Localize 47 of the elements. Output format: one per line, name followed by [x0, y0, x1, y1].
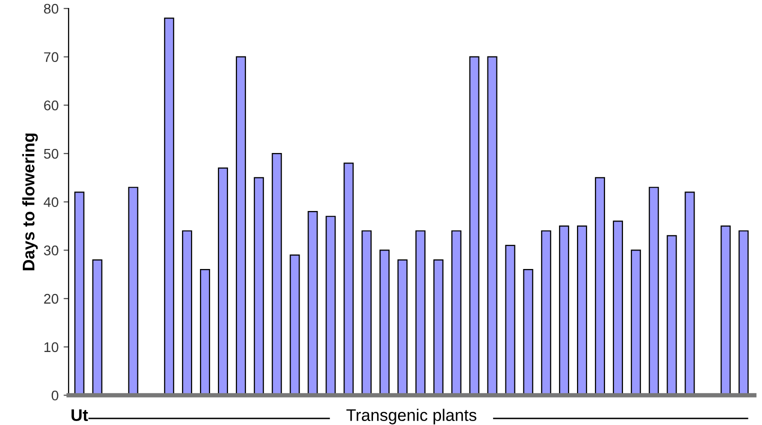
bar: [487, 56, 498, 396]
y-tick-label: 80: [44, 4, 58, 14]
x-tick-label: Ut: [72, 409, 88, 422]
y-tick-label: 10: [44, 342, 58, 352]
bar: [738, 230, 749, 396]
bar: [541, 230, 552, 396]
bar: [523, 269, 534, 396]
bar: [433, 259, 444, 396]
bar: [236, 56, 246, 396]
bar: [469, 56, 480, 396]
y-tick-label: 0: [52, 390, 58, 400]
bar: [505, 244, 516, 396]
y-tick-label: 40: [44, 197, 58, 208]
y-tick-label: 70: [44, 52, 58, 62]
bar: [612, 220, 623, 396]
bar: [92, 259, 102, 396]
bar: [666, 235, 677, 396]
bar: [218, 167, 228, 396]
bar: [344, 162, 354, 396]
y-tick-label: 50: [44, 148, 58, 159]
bar: [182, 230, 192, 396]
bar: [362, 230, 372, 396]
bar: [576, 225, 588, 396]
bar: [397, 259, 408, 396]
bar: [559, 225, 570, 396]
bar: [594, 177, 606, 396]
bar: [415, 230, 426, 396]
bar: [74, 192, 84, 396]
y-axis-title: Days to flowering: [22, 134, 38, 270]
y-tick-label: 20: [44, 294, 58, 304]
bar: [326, 216, 336, 396]
y-tick-label: 30: [44, 246, 58, 256]
bar: [684, 192, 695, 396]
bar: [164, 18, 174, 396]
x-axis-title: Transgenic plants: [346, 408, 476, 424]
bar: [720, 225, 731, 396]
bar: [200, 269, 210, 396]
bar: [451, 230, 462, 396]
bar: [290, 254, 300, 396]
bar: [254, 177, 264, 396]
bar: [128, 186, 138, 396]
bar: [272, 152, 282, 396]
bar: [648, 186, 659, 396]
bar: [630, 250, 641, 396]
bar: [308, 210, 318, 396]
y-tick-label: 60: [44, 100, 58, 110]
bar: [380, 250, 390, 396]
